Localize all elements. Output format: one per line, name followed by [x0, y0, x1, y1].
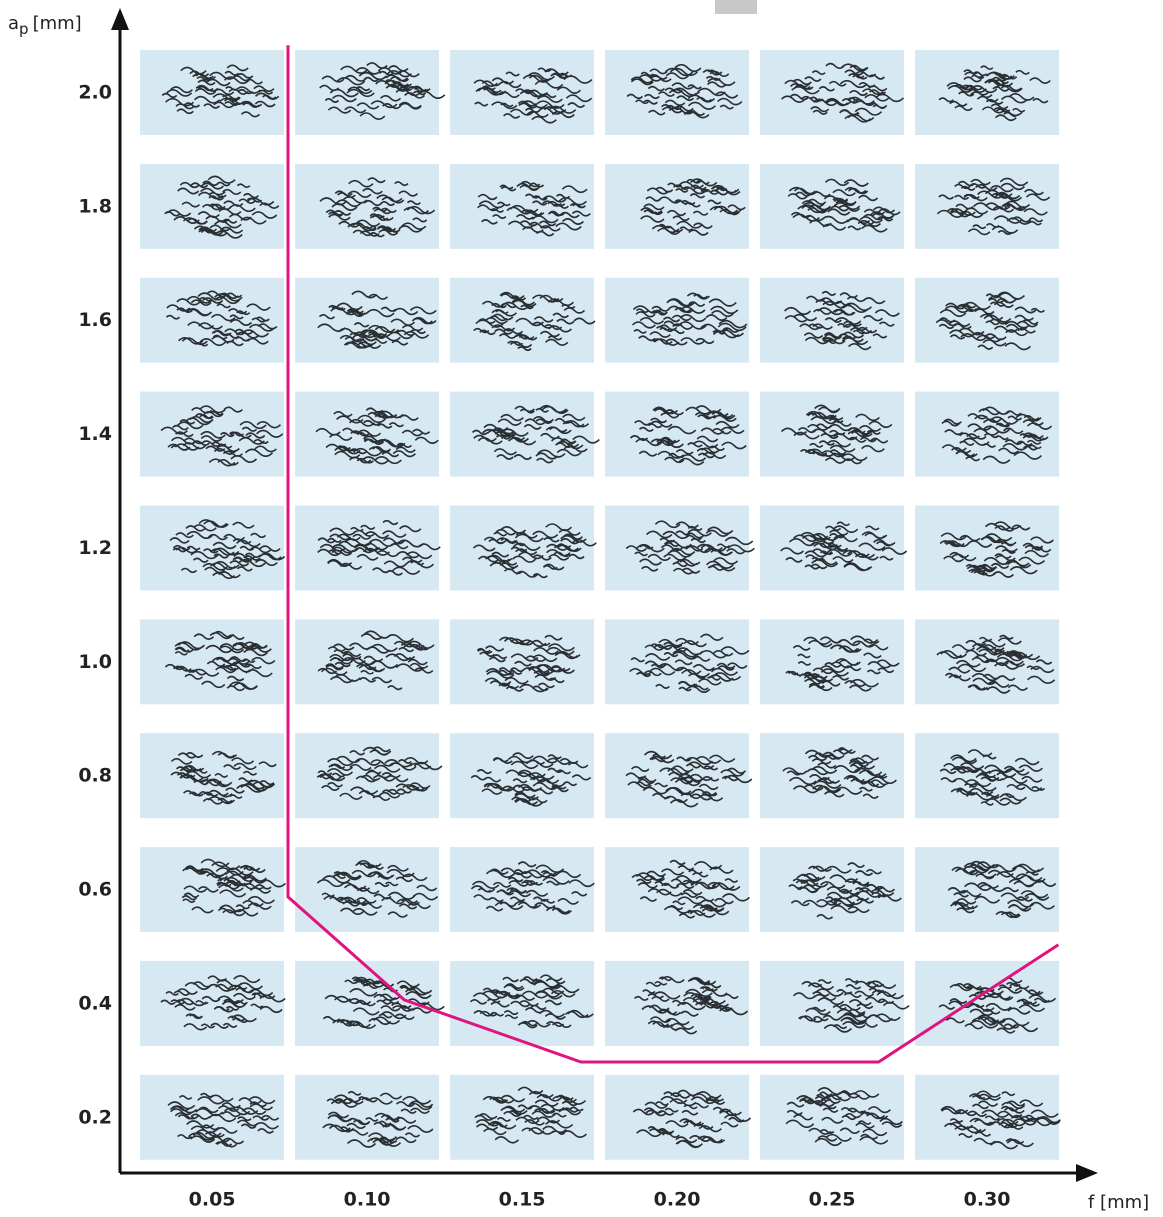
chip-photo — [450, 505, 594, 590]
chip-photo — [140, 961, 284, 1046]
chip-photo — [140, 278, 284, 363]
y-label-symbol: a — [8, 13, 19, 34]
chart: ap[mm] f [mm] 0.2 0.4 0.6 0.8 1.0 1.2 1.4 1.6 1.… — [0, 0, 1163, 1217]
chip-photo — [760, 619, 904, 704]
x-tick-label: 0.15 — [499, 1189, 546, 1211]
chip-photo — [760, 847, 904, 932]
x-tick-label: 0.10 — [344, 1189, 391, 1211]
y-tick-label: 0.8 — [78, 765, 112, 787]
y-arrow — [111, 8, 129, 30]
chip-photo — [450, 392, 594, 477]
chip-photo — [760, 278, 904, 363]
chip-photo — [140, 505, 284, 590]
x-tick-label: 0.25 — [809, 1189, 856, 1211]
chip-photo — [605, 1075, 749, 1160]
chip-photo — [760, 392, 904, 477]
y-tick-label: 1.0 — [78, 651, 112, 673]
y-tick-label: 1.2 — [78, 537, 112, 559]
photo-grid — [140, 50, 1060, 1160]
y-tick-label: 1.8 — [78, 195, 112, 217]
chip-photo — [760, 164, 904, 249]
chip-photo — [605, 619, 749, 704]
x-tick-label: 0.30 — [964, 1189, 1011, 1211]
chip-photo — [915, 278, 1059, 363]
x-axis-label: f [mm] — [1088, 1192, 1149, 1213]
y-label-subscript: p — [19, 20, 29, 38]
chip-photo — [605, 961, 749, 1046]
chip-photo — [915, 961, 1059, 1046]
chip-photo — [450, 619, 594, 704]
y-label-unit: [mm] — [33, 13, 82, 34]
x-tick-label: 0.20 — [654, 1189, 701, 1211]
y-tick-label: 0.6 — [78, 879, 112, 901]
page: {"chart_data": {"type": "chip-grid", "x_… — [0, 0, 1163, 1217]
marker-box — [715, 0, 757, 14]
y-tick-label: 1.4 — [78, 423, 112, 445]
chip-photo — [140, 50, 284, 135]
chip-photo — [450, 278, 594, 363]
y-tick-label: 0.2 — [78, 1106, 112, 1128]
chip-photo — [605, 164, 749, 249]
chip-photo — [450, 847, 594, 932]
y-axis-label: ap[mm] — [8, 13, 82, 38]
chip-photo — [450, 961, 594, 1046]
y-tick-label: 0.4 — [78, 992, 112, 1014]
x-tick-label: 0.05 — [189, 1189, 236, 1211]
chip-photo — [295, 278, 439, 363]
y-tick-label: 2.0 — [78, 81, 112, 103]
x-arrow — [1076, 1164, 1098, 1182]
chip-photo — [450, 164, 594, 249]
y-tick-label: 1.6 — [78, 309, 112, 331]
chip-photo — [760, 961, 904, 1046]
chip-photo — [140, 733, 284, 818]
